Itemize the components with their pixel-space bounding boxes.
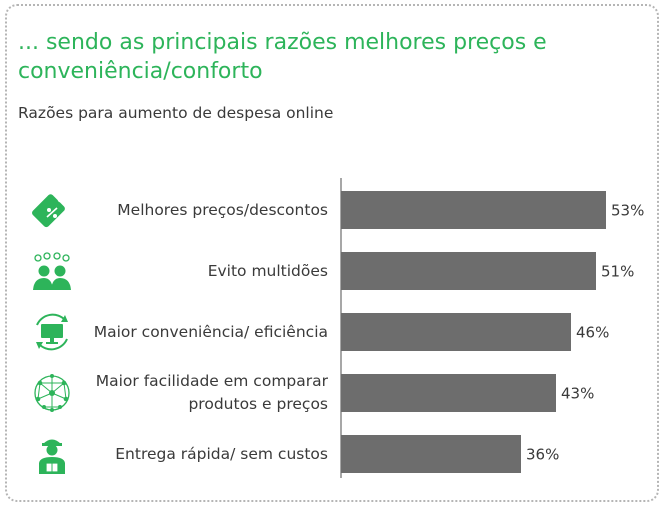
page-title: ... sendo as principais razões melhores … [18, 30, 547, 84]
monitor-cycle-icon [30, 310, 74, 354]
price-tag-icon [30, 188, 74, 232]
bar-3 [341, 313, 571, 351]
bar-2 [341, 252, 596, 290]
category-label-2: Evito multidões [207, 261, 328, 280]
bar-5 [341, 435, 521, 473]
network-globe-icon [30, 371, 74, 415]
data-label-1: 53% [611, 202, 644, 220]
chart-subtitle: Razões para aumento de despesa online [18, 104, 334, 122]
data-label-4: 43% [561, 385, 594, 403]
bar-4 [341, 374, 556, 412]
data-label-3: 46% [576, 324, 609, 342]
category-label-5: Entrega rápida/ sem custos [115, 444, 328, 463]
category-label-3: Maior conveniência/ eficiência [93, 322, 328, 341]
data-label-5: 36% [526, 446, 559, 464]
category-label-4: Maior facilidade em comparar produtos e … [95, 372, 328, 413]
delivery-person-icon [30, 432, 74, 476]
data-label-2: 51% [601, 263, 634, 281]
crowd-icon [30, 249, 74, 293]
chart-panel [5, 4, 659, 502]
category-label-1: Melhores preços/descontos [117, 200, 328, 219]
bar-1 [341, 191, 606, 229]
